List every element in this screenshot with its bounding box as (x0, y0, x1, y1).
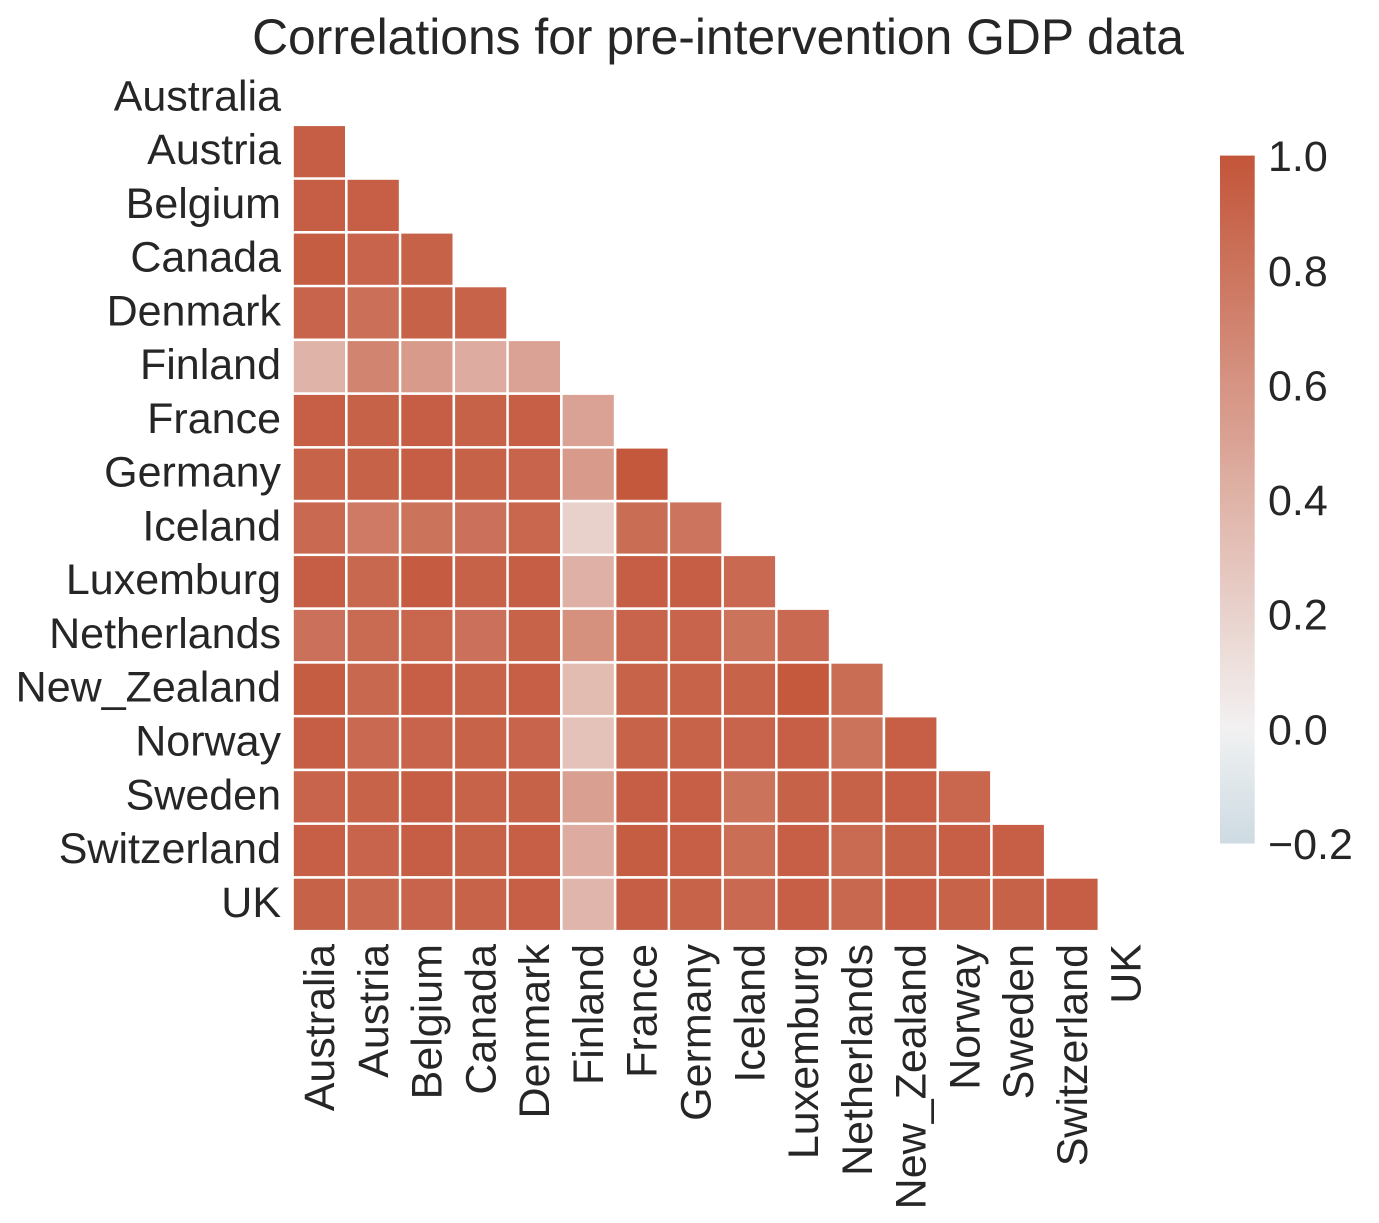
svg-text:Germany: Germany (673, 944, 721, 1121)
svg-text:−0.2: −0.2 (1268, 821, 1353, 869)
svg-text:Luxemburg: Luxemburg (66, 556, 281, 604)
svg-text:Denmark: Denmark (511, 944, 559, 1119)
svg-text:New_Zealand: New_Zealand (888, 944, 936, 1209)
svg-text:Canada: Canada (130, 234, 281, 282)
svg-text:UK: UK (1103, 944, 1151, 1004)
svg-text:Correlations for pre-intervent: Correlations for pre-intervention GDP da… (252, 9, 1184, 65)
svg-text:Luxemburg: Luxemburg (780, 944, 828, 1159)
svg-text:Australia: Australia (296, 944, 344, 1111)
svg-text:0.6: 0.6 (1268, 362, 1328, 410)
svg-text:Finland: Finland (565, 944, 613, 1085)
svg-text:Iceland: Iceland (726, 944, 774, 1083)
svg-text:Sweden: Sweden (126, 771, 281, 819)
svg-text:0.0: 0.0 (1268, 706, 1328, 754)
svg-text:Australia: Australia (114, 72, 281, 120)
svg-text:Netherlands: Netherlands (49, 610, 281, 658)
svg-text:Belgium: Belgium (404, 944, 452, 1099)
svg-text:Switzerland: Switzerland (1049, 944, 1097, 1166)
svg-text:Netherlands: Netherlands (834, 944, 882, 1176)
svg-text:France: France (147, 395, 281, 443)
svg-text:Finland: Finland (140, 341, 281, 389)
svg-text:Austria: Austria (350, 944, 398, 1078)
svg-text:France: France (619, 944, 667, 1078)
svg-text:Switzerland: Switzerland (59, 825, 281, 873)
svg-text:Canada: Canada (458, 944, 506, 1095)
svg-text:0.8: 0.8 (1268, 248, 1328, 296)
svg-text:New_Zealand: New_Zealand (16, 664, 281, 712)
svg-text:UK: UK (221, 879, 281, 927)
svg-text:0.4: 0.4 (1268, 477, 1328, 525)
svg-text:Norway: Norway (941, 944, 989, 1090)
svg-text:Sweden: Sweden (995, 944, 1043, 1099)
svg-text:1.0: 1.0 (1268, 133, 1328, 181)
svg-text:Germany: Germany (104, 449, 281, 497)
svg-text:Austria: Austria (147, 126, 281, 174)
svg-text:Denmark: Denmark (107, 287, 282, 335)
svg-text:Belgium: Belgium (126, 180, 281, 228)
svg-text:Norway: Norway (135, 718, 281, 766)
svg-text:0.2: 0.2 (1268, 592, 1328, 640)
svg-text:Iceland: Iceland (142, 503, 281, 551)
